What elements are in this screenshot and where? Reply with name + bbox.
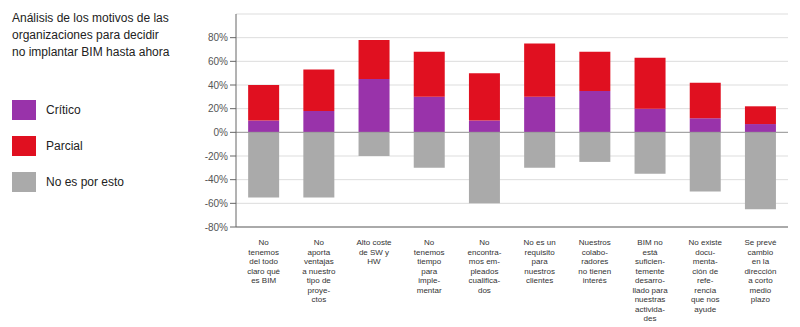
svg-text:No es unrequisitoparanuestrosc: No es unrequisitoparanuestrosclientes: [524, 238, 556, 285]
svg-text:Notenemostiempoparaimple-menta: Notenemostiempoparaimple-mentar: [414, 238, 445, 295]
svg-text:80%: 80%: [208, 32, 228, 43]
svg-text:20%: 20%: [208, 103, 228, 114]
svg-text:-20%: -20%: [205, 151, 228, 162]
svg-text:Alto costede SW yHW: Alto costede SW yHW: [356, 238, 392, 266]
html-text:Análisis de los motivos de las: Análisis de los motivos de las: [12, 11, 169, 25]
svg-text:0%: 0%: [214, 127, 229, 138]
svg-text:Noencontra-mos em-pleadoscuali: Noencontra-mos em-pleadoscualifica-dos: [468, 238, 502, 295]
svg-text:Noaportaventajasa nuestrotipo: Noaportaventajasa nuestrotipo deproye-ct…: [302, 238, 336, 304]
svg-text:BIM noestásuficien-tementedesa: BIM noestásuficien-tementedesarro-llado …: [632, 238, 668, 323]
svg-text:No existedocu-menta-ción deref: No existedocu-menta-ción derefe-renciaqu…: [689, 238, 723, 314]
svg-text:40%: 40%: [208, 80, 228, 91]
svg-text:-80%: -80%: [205, 222, 228, 233]
html-text:organizaciones para decidir: organizaciones para decidir: [12, 27, 159, 42]
svg-text:Nuestroscolabo-radoresno tiene: Nuestroscolabo-radoresno tieneninterés: [578, 238, 611, 285]
html-text:No es por esto: No es por esto: [46, 175, 124, 190]
html-text:Crítico: Crítico: [46, 103, 81, 118]
svg-text:60%: 60%: [208, 56, 228, 67]
svg-text:-60%: -60%: [205, 198, 228, 209]
html-text:Parcial: Parcial: [46, 139, 83, 154]
svg-text:Notenemosdel todoclaro quées B: Notenemosdel todoclaro quées BIM: [247, 238, 280, 285]
html-text:no implantar BIM hasta ahora: no implantar BIM hasta ahora: [12, 44, 170, 59]
svg-text:Se prevécambioen ladireccióna: Se prevécambioen ladireccióna cortomedio…: [744, 238, 777, 304]
svg-text:-40%: -40%: [205, 174, 228, 185]
